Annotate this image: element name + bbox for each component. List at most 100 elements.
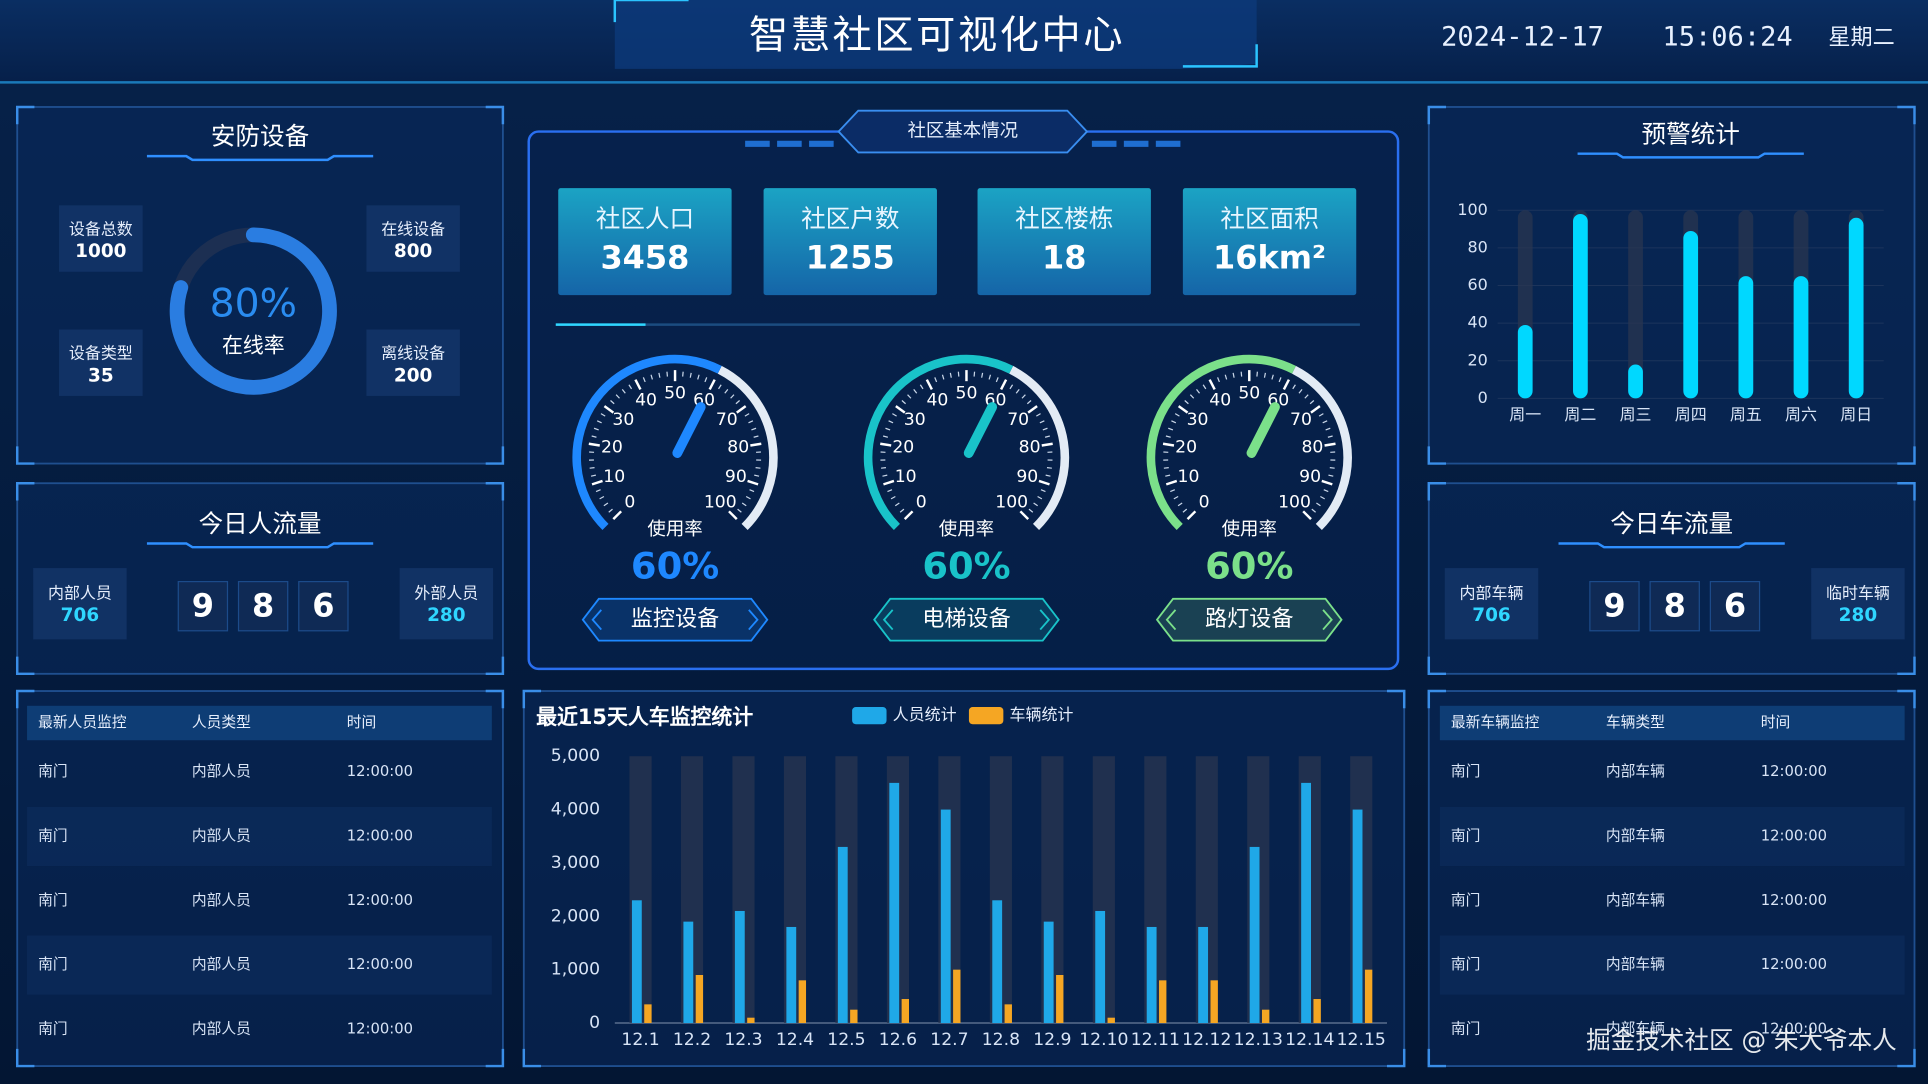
card-unit: km²: [1258, 238, 1327, 276]
table-cell: 内部人员: [192, 956, 251, 973]
card-number: 3458: [600, 238, 689, 276]
x-tick-label: 12.1: [621, 1030, 659, 1050]
gauge-tick-label: 40: [926, 390, 948, 410]
gauge-minor-tick: [621, 389, 626, 394]
gauge-rest: [717, 365, 778, 531]
digit-box: [237, 580, 289, 632]
stat-label: 离线设备: [381, 344, 445, 363]
gauge-minor-tick: [1325, 427, 1331, 431]
gauge-minor-tick: [689, 372, 692, 378]
gauge-tick: [895, 405, 906, 414]
table-cell: 12:00:00: [347, 892, 413, 909]
x-tick-label: 12.11: [1131, 1030, 1180, 1050]
button-chevrons: [1165, 609, 1333, 631]
gauge-tick-label: 80: [1301, 437, 1323, 457]
gauge-tick: [1165, 479, 1178, 486]
gauge-button: [581, 597, 769, 642]
gauge-minor-tick: [899, 508, 905, 513]
gauge-minor-tick: [1309, 400, 1315, 405]
x-tick-label: 12.10: [1079, 1030, 1128, 1050]
bar: [992, 900, 1003, 1024]
digit: 9: [1603, 586, 1625, 624]
gauge-tick-label: 90: [725, 467, 747, 487]
x-tick-label: 周一: [1509, 405, 1541, 424]
gauge-minor-tick: [1311, 508, 1316, 513]
table-cell: 内部车辆: [1606, 892, 1665, 909]
bar: [901, 999, 910, 1024]
gauge-minor-tick: [1026, 400, 1032, 405]
table-cell: 12:00:00: [1761, 1020, 1827, 1037]
gauge-arc: [572, 354, 722, 531]
panel-corners: [15, 105, 505, 465]
gauge-tick-label: 40: [635, 390, 657, 410]
y-tick-label: 100: [1457, 200, 1487, 219]
panel-title: 今日车流量: [1610, 509, 1733, 538]
table-cell: 内部人员: [192, 892, 251, 909]
gauge-minor-tick: [885, 427, 891, 431]
panel-corners: [15, 689, 505, 1068]
bar: [734, 910, 745, 1024]
donut-label: 在线率: [222, 334, 285, 358]
x-tick-label: 12.6: [879, 1030, 917, 1050]
stat-box: [59, 329, 143, 396]
gauge-minor-tick: [748, 420, 754, 424]
digit-box: [1649, 580, 1700, 632]
gauge-minor-tick: [1036, 413, 1041, 417]
table-header-cell: 最新人员监控: [38, 714, 127, 731]
gauge-minor-tick: [1163, 466, 1169, 469]
bar: [798, 980, 807, 1024]
gauge-tick-label: 20: [892, 437, 914, 457]
stat-value: 1000: [75, 241, 126, 262]
y-tick-label: 3,000: [551, 853, 600, 873]
gauge-value: 60%: [1205, 545, 1293, 588]
y-tick-label: 4,000: [551, 800, 600, 820]
gauge-tick-label: 70: [1290, 410, 1312, 430]
gauge-tick-label: 80: [727, 437, 749, 457]
flow-label: 内部车辆: [1460, 583, 1524, 602]
flow-value: 280: [427, 605, 466, 626]
gauge-tick-label: 50: [1238, 383, 1260, 403]
gauge-minor-tick: [697, 374, 700, 380]
bar: [850, 1009, 858, 1024]
panel-corners: [1427, 482, 1916, 676]
chart-title: 最近15天人车监控统计: [536, 705, 753, 729]
title-underline: [146, 542, 374, 549]
gauge-tick-label: 100: [995, 493, 1028, 513]
x-tick-label: 12.3: [724, 1030, 762, 1050]
gauge-minor-tick: [995, 377, 999, 383]
gauge-rest: [1291, 365, 1352, 531]
table-stripe: [1439, 806, 1905, 867]
gauge-minor-tick: [941, 374, 945, 380]
gauge-tick-label: 40: [1209, 390, 1231, 410]
gauge-tick-label: 20: [1175, 437, 1197, 457]
y-tick-label: 20: [1467, 350, 1487, 369]
gauge-minor-tick: [901, 400, 906, 405]
gauge-minor-tick: [1021, 394, 1026, 399]
table-header-cell: 时间: [347, 714, 377, 731]
table-cell: 南门: [38, 1020, 68, 1037]
gauge-minor-tick: [1196, 389, 1201, 394]
gauge-tick: [591, 479, 603, 486]
gauge-minor-tick: [610, 400, 615, 405]
bar: [953, 969, 961, 1024]
table-header: [1439, 705, 1905, 741]
gauge-tick: [750, 442, 762, 447]
gauge-minor-tick: [934, 377, 938, 383]
stat-card: [977, 188, 1151, 296]
gauge-tick: [1038, 479, 1050, 486]
table-cell: 内部车辆: [1606, 827, 1665, 844]
gauge-minor-tick: [1028, 508, 1034, 513]
card-label: 社区面积: [1220, 204, 1318, 233]
gauge-minor-tick: [1171, 420, 1177, 424]
gauge-minor-tick: [596, 420, 602, 424]
x-tick-label: 12.14: [1285, 1030, 1334, 1050]
card-number: 16: [1213, 238, 1257, 276]
table-cell: 12:00:00: [1761, 827, 1827, 844]
bar: [747, 1017, 755, 1024]
gauge-minor-tick: [1033, 502, 1038, 507]
bar: [1628, 364, 1643, 399]
bar: [1146, 926, 1157, 1024]
x-tick-label: 12.9: [1033, 1030, 1071, 1050]
bar: [1210, 980, 1218, 1024]
flow-box: [1811, 568, 1905, 640]
